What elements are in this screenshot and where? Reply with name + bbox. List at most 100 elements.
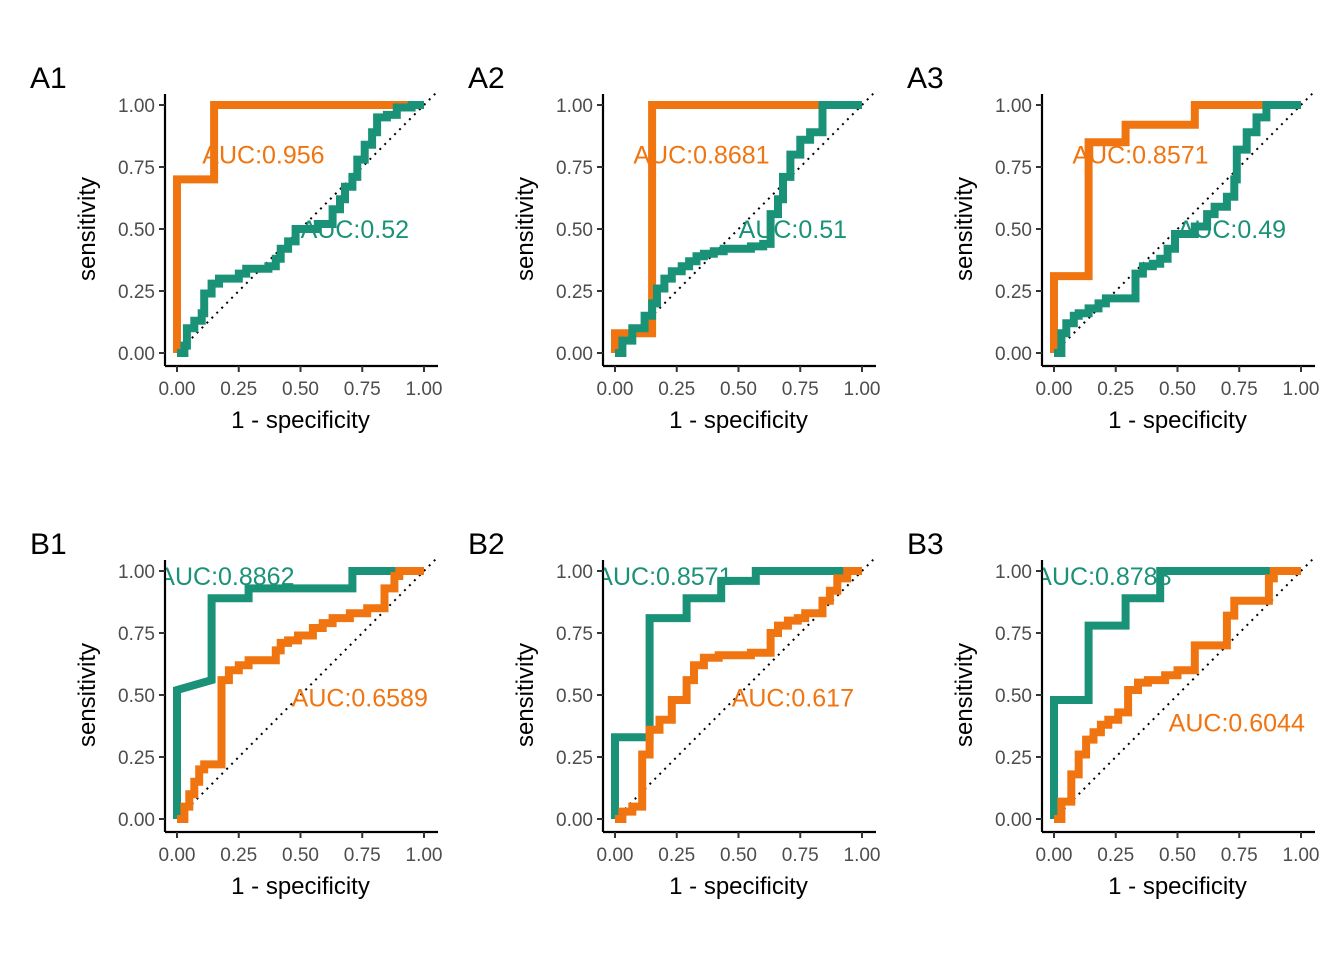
y-tick-label: 0.75	[556, 158, 593, 179]
panel-label: A1	[30, 62, 67, 95]
y-tick-label: 0.00	[118, 344, 155, 365]
plot-area: AUC:0.8862 AUC:0.6589	[158, 557, 438, 823]
roc-curve-teal	[173, 567, 424, 819]
y-tick-label: 0.00	[995, 344, 1032, 365]
x-tick-label: 0.50	[1159, 379, 1196, 400]
y-tick-label: 1.00	[995, 562, 1032, 583]
y-tick-label: 1.00	[556, 562, 593, 583]
x-tick-label: 1.00	[406, 379, 443, 400]
diagonal-reference-line	[1053, 557, 1315, 820]
x-tick-label: 0.25	[220, 379, 257, 400]
x-tick-label: 0.75	[344, 845, 381, 866]
auc-label-orange: AUC:0.617	[732, 684, 854, 712]
y-axis-title: sensitivity	[74, 177, 101, 281]
x-tick-label: 0.50	[282, 845, 319, 866]
x-axis-title: 1 - specificity	[231, 407, 370, 434]
y-tick-label: 0.25	[556, 282, 593, 303]
x-tick-label: 0.25	[1097, 379, 1134, 400]
roc-curve-orange	[173, 101, 424, 353]
auc-label-orange: AUC:0.6589	[292, 684, 428, 712]
roc-curve-teal	[177, 101, 424, 357]
y-tick-label: 0.75	[556, 624, 593, 645]
diagonal-reference-line	[614, 557, 876, 820]
y-tick-label: 0.25	[556, 748, 593, 769]
x-tick-label: 0.75	[782, 379, 819, 400]
panel-b1: B1 0.00 0.25 0.50 0.75 1.00 0.00 0.25 0.50 0.75 1.…	[30, 528, 442, 900]
y-tick-label: 0.50	[995, 220, 1032, 241]
auc-label-orange: AUC:0.8681	[633, 142, 769, 170]
auc-label-orange: AUC:0.6044	[1169, 709, 1305, 737]
panel-label: A3	[907, 62, 944, 95]
plot-area: AUC:0.8681 AUC:0.51	[611, 91, 876, 357]
y-tick-label: 0.50	[556, 220, 593, 241]
roc-curve-orange	[177, 567, 424, 823]
roc-curve-orange	[1050, 101, 1301, 353]
x-tick-label: 0.75	[782, 845, 819, 866]
y-tick-label: 1.00	[118, 562, 155, 583]
panel-a2: A2 0.00 0.25 0.50 0.75 1.00 0.00 0.25 0.50 0.75 1.…	[468, 62, 880, 434]
x-tick-label: 0.25	[1097, 845, 1134, 866]
x-axis-title: 1 - specificity	[1108, 873, 1247, 900]
auc-label-teal: AUC:0.51	[739, 216, 847, 244]
roc-curve-teal	[1054, 101, 1301, 357]
x-tick-label: 0.00	[159, 845, 196, 866]
y-tick-label: 0.50	[995, 686, 1032, 707]
y-tick-label: 0.00	[995, 810, 1032, 831]
x-tick-label: 0.50	[720, 379, 757, 400]
diagonal-reference-line	[1053, 91, 1315, 354]
x-tick-label: 1.00	[406, 845, 443, 866]
x-tick-label: 0.25	[658, 845, 695, 866]
x-tick-label: 0.50	[282, 379, 319, 400]
x-tick-label: 0.25	[220, 845, 257, 866]
x-tick-label: 0.00	[597, 379, 634, 400]
x-tick-label: 1.00	[844, 379, 881, 400]
y-tick-label: 0.75	[995, 624, 1032, 645]
y-axis-title: sensitivity	[951, 177, 978, 281]
y-tick-label: 0.50	[556, 686, 593, 707]
panel-label: B3	[907, 528, 944, 561]
roc-curve-teal	[615, 101, 862, 357]
y-tick-label: 1.00	[995, 96, 1032, 117]
panel-a1: A1 0.00 0.25 0.50 0.75 1.00 0.00 0.25 0.50 0.75 1.…	[30, 62, 442, 434]
panel-label: A2	[468, 62, 505, 95]
x-tick-label: 0.75	[1221, 845, 1258, 866]
x-tick-label: 1.00	[1283, 379, 1320, 400]
roc-curve-teal	[1050, 567, 1301, 819]
auc-label-teal: AUC:0.8571	[596, 563, 732, 591]
x-tick-label: 0.00	[597, 845, 634, 866]
auc-label-teal: AUC:0.8788	[1035, 563, 1171, 591]
y-tick-label: 0.00	[118, 810, 155, 831]
x-tick-label: 0.75	[1221, 379, 1258, 400]
x-axis-title: 1 - specificity	[1108, 407, 1247, 434]
y-axis-title: sensitivity	[512, 177, 539, 281]
panel-label: B1	[30, 528, 67, 561]
panel-b3: B3 0.00 0.25 0.50 0.75 1.00 0.00 0.25 0.50 0.75 1.…	[907, 528, 1319, 900]
x-tick-label: 1.00	[1283, 845, 1320, 866]
y-axis-title: sensitivity	[951, 643, 978, 747]
y-tick-label: 0.00	[556, 810, 593, 831]
plot-area: AUC:0.8788 AUC:0.6044	[1035, 557, 1315, 823]
x-tick-label: 0.00	[1036, 845, 1073, 866]
y-axis-title: sensitivity	[512, 643, 539, 747]
diagonal-reference-line	[176, 557, 438, 820]
plot-area: AUC:0.8571 AUC:0.49	[1050, 91, 1315, 357]
y-tick-label: 0.75	[118, 158, 155, 179]
x-axis-title: 1 - specificity	[669, 873, 808, 900]
roc-curve-orange	[611, 101, 862, 353]
y-tick-label: 0.50	[118, 220, 155, 241]
y-tick-label: 0.75	[995, 158, 1032, 179]
x-tick-label: 0.50	[720, 845, 757, 866]
y-tick-label: 0.25	[118, 282, 155, 303]
y-tick-label: 1.00	[556, 96, 593, 117]
diagonal-reference-line	[614, 91, 876, 354]
y-tick-label: 0.25	[118, 748, 155, 769]
x-axis-title: 1 - specificity	[231, 873, 370, 900]
y-tick-label: 1.00	[118, 96, 155, 117]
auc-label-teal: AUC:0.8862	[158, 563, 294, 591]
roc-curve-teal	[611, 567, 862, 819]
panel-b2: B2 0.00 0.25 0.50 0.75 1.00 0.00 0.25 0.50 0.75 1.…	[468, 528, 880, 900]
plot-area: AUC:0.956 AUC:0.52	[173, 91, 438, 357]
x-tick-label: 0.50	[1159, 845, 1196, 866]
x-tick-label: 0.75	[344, 379, 381, 400]
